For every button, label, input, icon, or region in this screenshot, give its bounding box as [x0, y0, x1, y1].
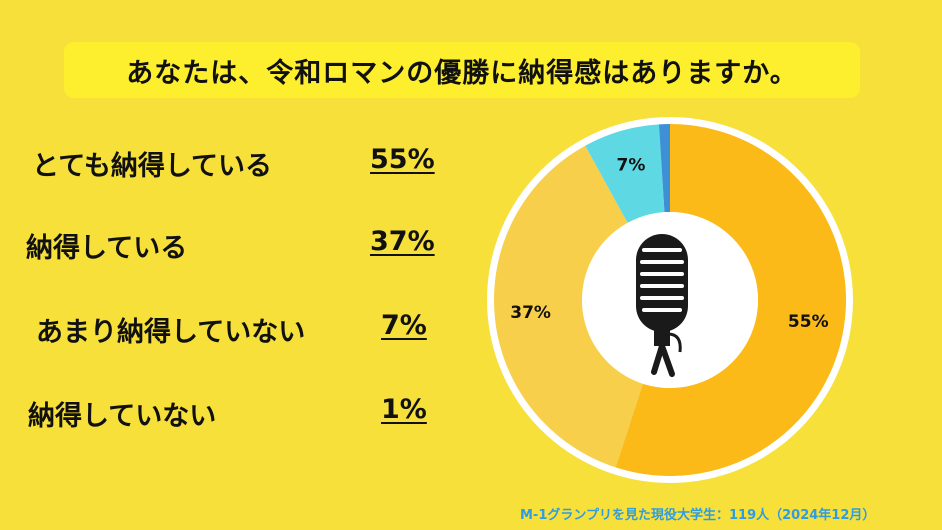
slice-label-1: 37%	[510, 303, 551, 323]
slice-2	[585, 124, 665, 223]
slice-label-2: 7%	[617, 156, 646, 176]
legend-label-0: とても納得している	[32, 151, 273, 182]
microphone-icon	[636, 234, 688, 377]
legend-value-1: 37%	[370, 226, 435, 257]
slice-1	[494, 145, 643, 468]
title-banner: あなたは、令和ロマンの優勝に納得感はありますか。	[64, 42, 860, 98]
chart-title: あなたは、令和ロマンの優勝に納得感はありますか。	[126, 57, 798, 89]
legend-label-2: あまり納得していない	[36, 317, 306, 348]
legend-label-3: 納得していない	[28, 401, 217, 432]
source-note: M-1グランプリを見た現役大学生：119人（2024年12月）	[520, 508, 876, 523]
slice-label-0: 55%	[788, 312, 829, 332]
legend-label-1: 納得している	[26, 233, 188, 264]
slice-0	[615, 124, 846, 476]
donut-chart: 55% 37% 7%	[487, 117, 853, 483]
legend-value-2: 7%	[381, 310, 427, 341]
slice-3	[658, 124, 670, 213]
legend-value-0: 55%	[370, 144, 435, 175]
legend-value-3: 1%	[381, 394, 427, 425]
